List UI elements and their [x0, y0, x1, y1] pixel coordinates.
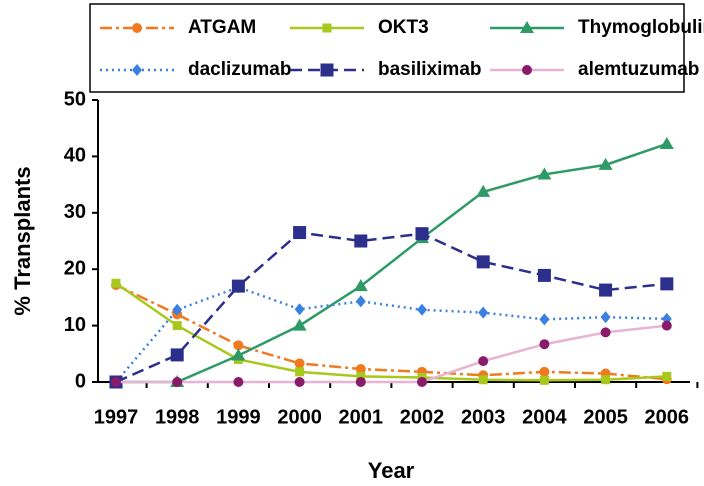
- x-tick-label: 1999: [216, 406, 261, 428]
- marker: [539, 375, 549, 385]
- x-axis-label: Year: [368, 458, 415, 483]
- x-tick-label: 2002: [400, 406, 445, 428]
- marker: [600, 327, 611, 338]
- y-axis-label: % Transplants: [10, 166, 35, 315]
- marker: [111, 377, 121, 387]
- marker: [233, 340, 244, 351]
- marker: [355, 377, 366, 387]
- marker: [233, 377, 244, 387]
- x-tick-label: 2000: [277, 406, 322, 428]
- marker: [417, 303, 427, 316]
- y-tick-label: 10: [64, 314, 86, 336]
- marker: [478, 375, 488, 385]
- marker: [356, 371, 366, 381]
- marker: [170, 348, 184, 362]
- marker: [294, 303, 305, 316]
- marker: [172, 303, 183, 316]
- x-tick-label: 2003: [461, 406, 506, 428]
- series-line: [115, 282, 667, 382]
- series-line: [115, 231, 667, 384]
- marker: [476, 184, 491, 197]
- marker: [478, 356, 489, 367]
- y-tick-label: 20: [64, 257, 86, 279]
- marker: [539, 366, 550, 377]
- marker: [598, 157, 613, 170]
- marker: [293, 226, 307, 240]
- legend-marker: [132, 23, 142, 33]
- marker: [478, 306, 489, 319]
- marker: [601, 375, 611, 385]
- series-line: [116, 324, 667, 384]
- marker: [417, 377, 427, 387]
- marker: [355, 364, 366, 375]
- marker: [111, 278, 121, 288]
- marker: [294, 358, 305, 369]
- legend-label: ATGAM: [188, 17, 256, 38]
- series-line: [115, 285, 667, 383]
- marker: [599, 283, 613, 297]
- legend-marker: [132, 64, 142, 76]
- marker: [231, 279, 245, 293]
- marker: [353, 279, 368, 292]
- legend-label: OKT3: [378, 17, 429, 38]
- x-tick-label: 1998: [155, 406, 200, 428]
- legend-label: alemtuzumab: [578, 59, 699, 80]
- marker: [295, 367, 305, 377]
- marker: [537, 268, 551, 282]
- legend-label: daclizumab: [188, 59, 291, 80]
- marker: [660, 277, 674, 291]
- legend-marker: [322, 23, 332, 33]
- legend-marker: [522, 65, 532, 75]
- marker: [539, 313, 550, 326]
- marker: [355, 295, 366, 308]
- y-tick-label: 50: [64, 88, 86, 110]
- marker: [537, 167, 552, 180]
- marker: [415, 227, 429, 241]
- legend-label: Thymoglobulin: [578, 17, 704, 38]
- legend-marker: [320, 63, 334, 77]
- marker: [172, 377, 183, 387]
- series-line: [116, 142, 668, 384]
- marker: [600, 311, 611, 324]
- x-tick-label: 2001: [339, 406, 384, 428]
- marker: [294, 377, 305, 387]
- legend-box: [89, 3, 685, 93]
- x-tick-label: 2006: [645, 406, 690, 428]
- legend-marker: [520, 21, 534, 33]
- x-tick-label: 2005: [583, 406, 628, 428]
- y-tick-label: 0: [75, 370, 86, 392]
- marker: [292, 318, 307, 331]
- legend-label: basiliximab: [378, 59, 482, 80]
- marker: [659, 136, 674, 149]
- marker: [661, 320, 672, 331]
- x-tick-label: 2004: [522, 406, 567, 428]
- x-tick-label: 1997: [94, 406, 139, 428]
- marker: [231, 348, 246, 361]
- series-line: [115, 283, 667, 381]
- marker: [172, 321, 182, 331]
- y-tick-label: 40: [64, 145, 86, 167]
- marker: [539, 339, 550, 350]
- y-tick-label: 30: [64, 201, 86, 223]
- marker: [476, 255, 490, 269]
- marker: [354, 234, 368, 248]
- marker: [662, 371, 672, 381]
